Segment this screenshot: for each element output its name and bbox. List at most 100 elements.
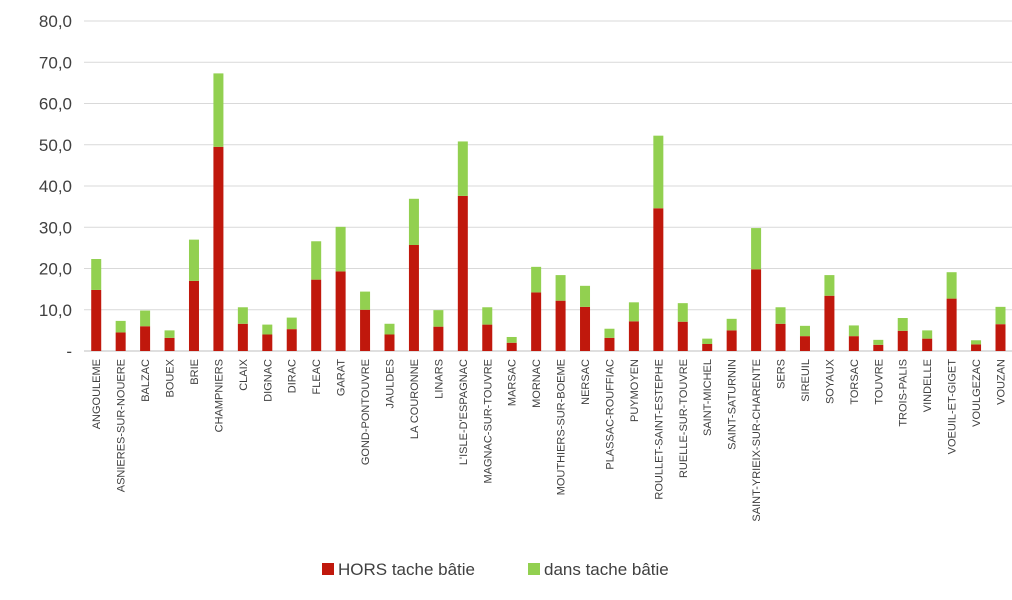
- x-tick-label: RUELLE-SUR-TOUVRE: [678, 359, 690, 478]
- bar-segment-dans-tache: [164, 330, 175, 338]
- bar-segment-hors-tache: [971, 344, 982, 351]
- y-tick-label: 80,0: [39, 12, 72, 31]
- x-axis-ticks: ANGOULEME ASNIERES-SUR-NOUERE BALZAC BOUEX B…: [91, 358, 1007, 521]
- bar-segment-hors-tache: [262, 334, 273, 351]
- bar-segment-dans-tache: [799, 325, 810, 337]
- bar-segment-dans-tache: [188, 239, 199, 281]
- y-tick-label: -: [66, 342, 72, 361]
- x-tick-label: SIREUIL: [800, 359, 812, 402]
- bar-segment-dans-tache: [726, 318, 737, 331]
- bar-segment-dans-tache: [482, 307, 493, 325]
- bar-segment-dans-tache: [897, 318, 908, 331]
- y-tick-label: 60,0: [39, 95, 72, 114]
- bar-segment-dans-tache: [408, 198, 419, 245]
- bar-segment-hors-tache: [677, 321, 688, 351]
- x-tick-label: CLAIX: [238, 358, 250, 390]
- x-tick-label: ROULLET-SAINT-ESTEPHE: [653, 359, 665, 500]
- bar-segment-dans-tache: [995, 306, 1006, 325]
- bar-segment-hors-tache: [482, 324, 493, 351]
- y-tick-label: 10,0: [39, 301, 72, 320]
- x-tick-label: L'ISLE-D'ESPAGNAC: [458, 359, 470, 465]
- bar-segment-hors-tache: [237, 323, 248, 351]
- x-tick-label: DIGNAC: [262, 359, 274, 402]
- x-tick-label: DIRAC: [287, 359, 299, 393]
- x-tick-label: TORSAC: [849, 359, 861, 405]
- bar-segment-hors-tache: [213, 146, 224, 351]
- bar-segment-hors-tache: [799, 336, 810, 351]
- bar-segment-dans-tache: [775, 307, 786, 324]
- x-tick-label: JAULDES: [385, 359, 397, 409]
- x-tick-label: TOUVRE: [873, 359, 885, 405]
- bars: [91, 73, 1006, 352]
- bar-segment-dans-tache: [824, 275, 835, 296]
- x-tick-label: CHAMPNIERS: [213, 359, 225, 432]
- bar-segment-dans-tache: [653, 135, 664, 209]
- x-tick-label: VINDELLE: [922, 359, 934, 412]
- bar-segment-dans-tache: [922, 330, 933, 339]
- bar-segment-hors-tache: [775, 323, 786, 351]
- bar-segment-hors-tache: [91, 289, 102, 351]
- x-tick-label: PUYMOYEN: [629, 359, 641, 422]
- x-tick-label: VOULGEZAC: [971, 359, 983, 427]
- bar-segment-dans-tache: [262, 324, 273, 335]
- y-tick-label: 70,0: [39, 53, 72, 72]
- bar-segment-hors-tache: [531, 292, 542, 351]
- bar-segment-hors-tache: [604, 337, 615, 351]
- bar-segment-dans-tache: [751, 228, 762, 270]
- bar-segment-dans-tache: [628, 302, 639, 322]
- legend-label: HORS tache bâtie: [338, 560, 475, 579]
- bar-segment-dans-tache: [115, 320, 126, 333]
- bar-segment-dans-tache: [702, 338, 713, 344]
- bar-segment-hors-tache: [286, 329, 297, 351]
- bar-segment-dans-tache: [237, 307, 248, 324]
- x-tick-label: ANGOULEME: [91, 359, 103, 429]
- bar-segment-dans-tache: [311, 241, 322, 280]
- bar-segment-hors-tache: [140, 326, 151, 351]
- x-tick-label: NERSAC: [580, 359, 592, 405]
- bar-segment-dans-tache: [555, 275, 566, 301]
- x-tick-label: VOUZAN: [996, 359, 1008, 405]
- bar-segment-hors-tache: [384, 334, 395, 351]
- x-tick-label: LINARS: [433, 359, 445, 399]
- bar-segment-hors-tache: [506, 342, 517, 351]
- bar-segment-dans-tache: [506, 336, 517, 343]
- x-tick-label: MARSAC: [507, 359, 519, 406]
- bar-segment-hors-tache: [946, 298, 957, 351]
- bar-segment-hors-tache: [164, 337, 175, 351]
- bar-segment-dans-tache: [360, 291, 371, 310]
- x-tick-label: SOYAUX: [824, 358, 836, 404]
- bar-segment-hors-tache: [580, 306, 591, 351]
- y-tick-label: 40,0: [39, 177, 72, 196]
- bar-segment-hors-tache: [848, 336, 859, 351]
- bar-segment-hors-tache: [311, 279, 322, 351]
- bar-segment-dans-tache: [91, 259, 102, 290]
- bar-segment-hors-tache: [408, 244, 419, 351]
- x-tick-label: VOEUIL-ET-GIGET: [947, 359, 959, 455]
- x-tick-label: BALZAC: [140, 359, 152, 402]
- bar-segment-hors-tache: [751, 269, 762, 351]
- x-tick-label: TROIS-PALIS: [898, 359, 910, 427]
- x-tick-label: PLASSAC-ROUFFIAC: [604, 359, 616, 470]
- x-tick-label: FLEAC: [311, 359, 323, 395]
- bar-segment-hors-tache: [922, 338, 933, 352]
- bar-segment-hors-tache: [555, 300, 566, 351]
- bar-segment-dans-tache: [433, 310, 444, 327]
- bar-segment-hors-tache: [995, 324, 1006, 351]
- bar-segment-hors-tache: [360, 309, 371, 351]
- x-tick-label: LA COURONNE: [409, 359, 421, 439]
- x-tick-label: SAINT-YRIEIX-SUR-CHARENTE: [751, 359, 763, 522]
- legend: HORS tache bâtie dans tache bâtie: [322, 560, 669, 579]
- bar-segment-hors-tache: [628, 321, 639, 351]
- bar-segment-dans-tache: [604, 328, 615, 338]
- bar-segment-hors-tache: [726, 330, 737, 352]
- x-tick-label: GOND-PONTOUVRE: [360, 359, 372, 465]
- x-tick-label: SERS: [776, 359, 788, 389]
- x-tick-label: BRIE: [189, 359, 201, 385]
- bar-segment-dans-tache: [140, 310, 151, 327]
- legend-swatch: [322, 563, 334, 575]
- bar-segment-dans-tache: [971, 340, 982, 345]
- bar-segment-dans-tache: [677, 303, 688, 322]
- bar-segment-dans-tache: [873, 339, 884, 345]
- bar-segment-dans-tache: [946, 272, 957, 299]
